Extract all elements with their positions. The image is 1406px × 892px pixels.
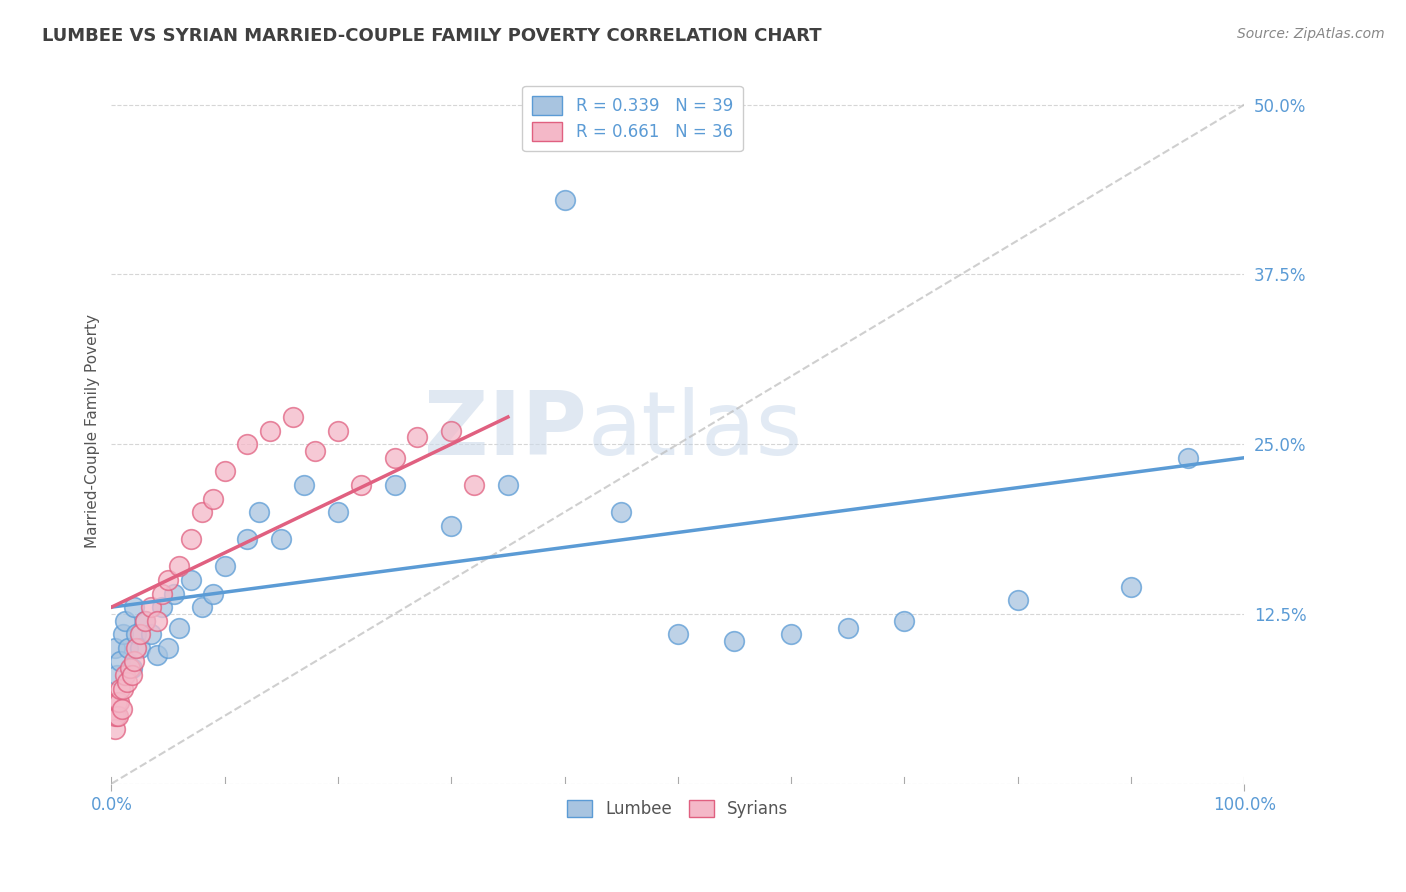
Point (191, 505, 214, 519)
Point (893, 614, 915, 628)
Point (114, 614, 136, 628)
Point (103, 708, 125, 723)
Point (180, 533, 202, 547)
Point (134, 614, 156, 628)
Point (214, 559, 236, 574)
Point (121, 661, 143, 675)
Point (145, 614, 167, 628)
Point (384, 450, 406, 465)
Text: atlas: atlas (588, 387, 803, 474)
Point (259, 424, 281, 438)
Point (463, 478, 485, 492)
Point (270, 533, 292, 547)
Point (554, 193, 576, 207)
Point (384, 478, 406, 492)
Point (169, 621, 191, 635)
Point (145, 648, 167, 662)
Point (780, 627, 803, 641)
Point (104, 708, 127, 723)
Text: Source: ZipAtlas.com: Source: ZipAtlas.com (1237, 27, 1385, 41)
Point (406, 430, 429, 444)
Point (110, 655, 132, 669)
Point (128, 627, 150, 641)
Point (105, 695, 128, 709)
Point (111, 681, 134, 696)
Point (108, 695, 131, 709)
Point (610, 505, 633, 519)
Point (723, 634, 745, 648)
Point (180, 573, 202, 587)
Point (236, 533, 259, 547)
Point (150, 600, 173, 615)
Point (125, 640, 148, 655)
Point (110, 702, 132, 716)
Text: ZIP: ZIP (425, 387, 588, 474)
Point (837, 621, 859, 635)
Point (104, 723, 127, 737)
Point (139, 600, 162, 615)
Point (1007, 593, 1029, 607)
Point (214, 464, 236, 478)
Point (202, 491, 225, 506)
Point (139, 627, 162, 641)
Point (304, 444, 326, 458)
Point (163, 586, 186, 600)
Point (350, 478, 373, 492)
Point (292, 478, 315, 492)
Point (110, 681, 132, 696)
Point (157, 573, 180, 587)
Point (118, 661, 141, 675)
Point (104, 640, 127, 655)
Point (191, 600, 214, 615)
Point (281, 409, 304, 424)
Y-axis label: Married-Couple Family Poverty: Married-Couple Family Poverty (86, 314, 100, 548)
Point (122, 655, 145, 669)
Point (440, 424, 463, 438)
Point (111, 627, 134, 641)
Point (128, 640, 150, 655)
Point (666, 627, 689, 641)
Point (169, 559, 191, 574)
Point (107, 708, 129, 723)
Point (125, 627, 148, 641)
Point (326, 424, 349, 438)
Legend: Lumbee, Syrians: Lumbee, Syrians (561, 793, 796, 825)
Point (150, 586, 173, 600)
Point (202, 586, 225, 600)
Point (121, 668, 143, 682)
Point (134, 614, 156, 628)
Point (114, 668, 136, 682)
Point (122, 600, 145, 615)
Point (236, 437, 259, 451)
Point (117, 674, 139, 689)
Point (1177, 450, 1199, 465)
Point (1119, 580, 1142, 594)
Point (157, 640, 180, 655)
Point (247, 505, 270, 519)
Point (105, 668, 128, 682)
Point (440, 518, 463, 533)
Point (326, 505, 349, 519)
Text: LUMBEE VS SYRIAN MARRIED-COUPLE FAMILY POVERTY CORRELATION CHART: LUMBEE VS SYRIAN MARRIED-COUPLE FAMILY P… (42, 27, 821, 45)
Point (496, 478, 519, 492)
Point (117, 640, 139, 655)
